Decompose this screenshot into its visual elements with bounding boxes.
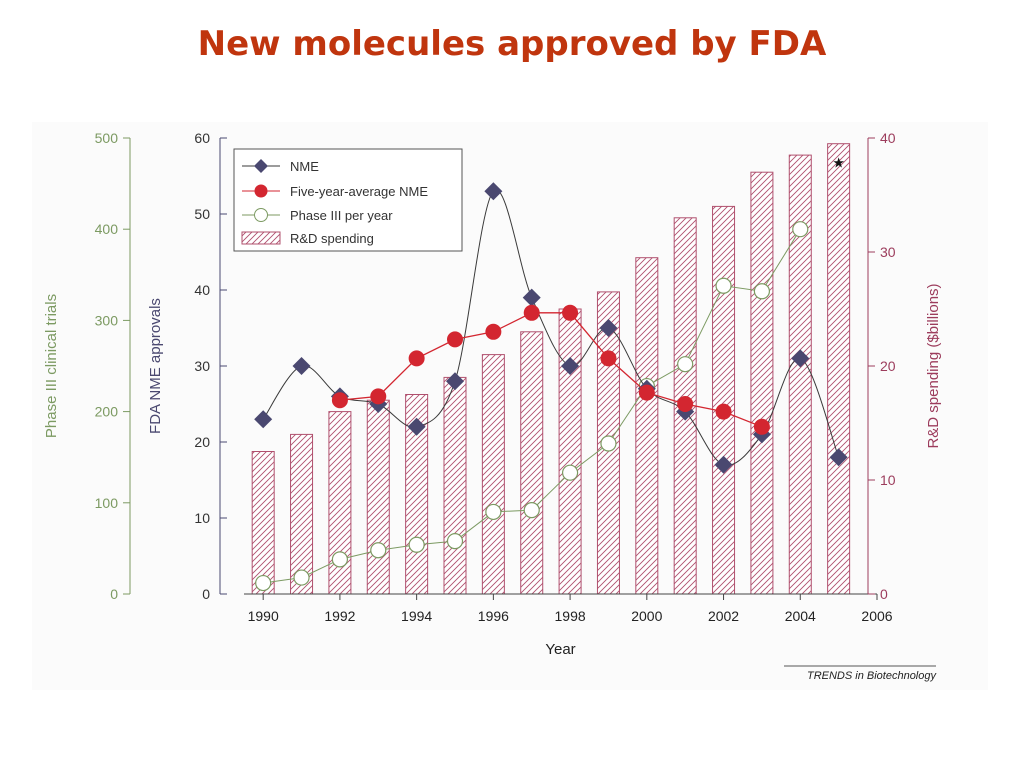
nme-point [484, 182, 503, 201]
rd-tick-label: 0 [880, 586, 888, 602]
fda-tick-label: 20 [194, 434, 210, 450]
rd-bar [558, 308, 582, 595]
phase3-point [677, 356, 694, 373]
x-tick-label: 2006 [861, 608, 892, 624]
five-year-avg-point [600, 350, 617, 367]
rd-bar [827, 143, 851, 595]
phase3-tick-label: 0 [110, 586, 118, 602]
x-tick-label: 1998 [555, 608, 586, 624]
nme-point [446, 372, 464, 391]
legend-entry-label: Five-year-average NME [290, 184, 428, 199]
phase3-point [293, 569, 310, 586]
phase3-point [523, 501, 540, 519]
source-credit: TRENDS in Biotechnology [807, 670, 938, 682]
rd-bar [635, 257, 659, 595]
phase3-point [753, 283, 771, 300]
x-tick-label: 1990 [248, 608, 279, 624]
legend-phase3-marker [254, 208, 268, 222]
phase3-tick-label: 300 [95, 312, 119, 328]
legend-rd-swatch [241, 231, 281, 245]
x-tick-label: 2002 [708, 608, 739, 624]
rd-tick-label: 10 [880, 472, 896, 488]
rd-bar [712, 205, 736, 595]
phase3-tick-label: 400 [95, 221, 119, 237]
rd-axis-title: R&D spending ($billions) [925, 283, 942, 448]
legend: NME Five-year-average NME Phase III per ye… [233, 148, 463, 252]
five-year-avg-point [485, 323, 502, 340]
chart: ★1990 1992 1994 1996 1998 2000 2002 2004 2006Yea… [43, 130, 942, 682]
nme-point [561, 357, 580, 375]
nme-point [522, 288, 541, 307]
rd-tick-label: 30 [880, 244, 896, 260]
x-tick-label: 1996 [478, 608, 509, 624]
phase3-tick-label: 100 [95, 495, 119, 511]
slide-title: New molecules approved by FDA [197, 24, 827, 64]
phase3-point [485, 503, 502, 521]
rd-tick-label: 40 [880, 130, 896, 146]
rd-bar [251, 451, 275, 595]
phase3-point [446, 533, 464, 550]
rd-tick-label: 20 [880, 358, 896, 374]
rd-bar [788, 154, 812, 595]
figure-panel: ★ 1990 1992 1994 1996 1998 2000 2002 2004 2006 Yea… [32, 122, 988, 690]
five-year-avg-point [370, 388, 387, 405]
five-year-avg-point [523, 304, 540, 321]
five-year-avg-point [638, 384, 655, 401]
five-year-avg-point [408, 350, 425, 367]
phase3-tick-label: 200 [95, 404, 119, 420]
rd-bar [481, 354, 505, 595]
rd-bar [443, 376, 467, 595]
x-tick-label: 2000 [631, 608, 662, 624]
phase3-axis-title: Phase III clinical trials [43, 294, 60, 438]
fda-tick-label: 10 [194, 510, 210, 526]
five-year-avg-point [331, 392, 348, 409]
phase3-point [561, 464, 579, 481]
nme-point [599, 319, 618, 337]
five-year-avg-point [753, 418, 770, 435]
phase3-point [408, 536, 425, 553]
five-year-avg-point [562, 304, 579, 321]
five-year-avg-line [339, 312, 763, 428]
nme-point [714, 455, 733, 474]
nme-point [254, 410, 273, 429]
phase3-point [370, 542, 387, 559]
x-axis-title: Year [545, 641, 575, 658]
fda-tick-label: 50 [194, 206, 210, 222]
rd-bar [520, 331, 544, 595]
nme-point [791, 349, 810, 368]
legend-entry-label: R&D spending [290, 231, 374, 246]
legend-entry-label: NME [290, 159, 319, 174]
legend-nme-marker [254, 159, 268, 173]
phase3-tick-label: 500 [95, 130, 119, 146]
five-year-avg-point [677, 396, 694, 412]
phase3-point [792, 221, 809, 238]
phase3-point [255, 574, 272, 592]
nme-point [407, 417, 426, 436]
star-marker: ★ [832, 155, 845, 171]
phase3-point [331, 551, 349, 568]
x-tick-label: 2004 [785, 608, 816, 624]
nme-point [292, 357, 311, 375]
nme-point [829, 448, 848, 467]
five-year-avg-point [447, 331, 463, 348]
rd-bar [366, 399, 390, 595]
legend-avg-marker [254, 184, 268, 198]
fda-tick-label: 30 [194, 358, 210, 374]
fda-tick-label: 40 [194, 282, 210, 298]
x-tick-label: 1992 [324, 608, 355, 624]
x-tick-label: 1994 [401, 608, 432, 624]
phase3-point [715, 277, 732, 294]
five-year-avg-point [715, 403, 732, 420]
legend-entry-label: Phase III per year [290, 208, 393, 223]
fda-tick-label: 0 [202, 586, 210, 602]
rd-bar [750, 171, 774, 595]
fda-axis-title: FDA NME approvals [147, 298, 164, 434]
phase3-point [600, 435, 617, 452]
fda-tick-label: 60 [194, 130, 210, 146]
